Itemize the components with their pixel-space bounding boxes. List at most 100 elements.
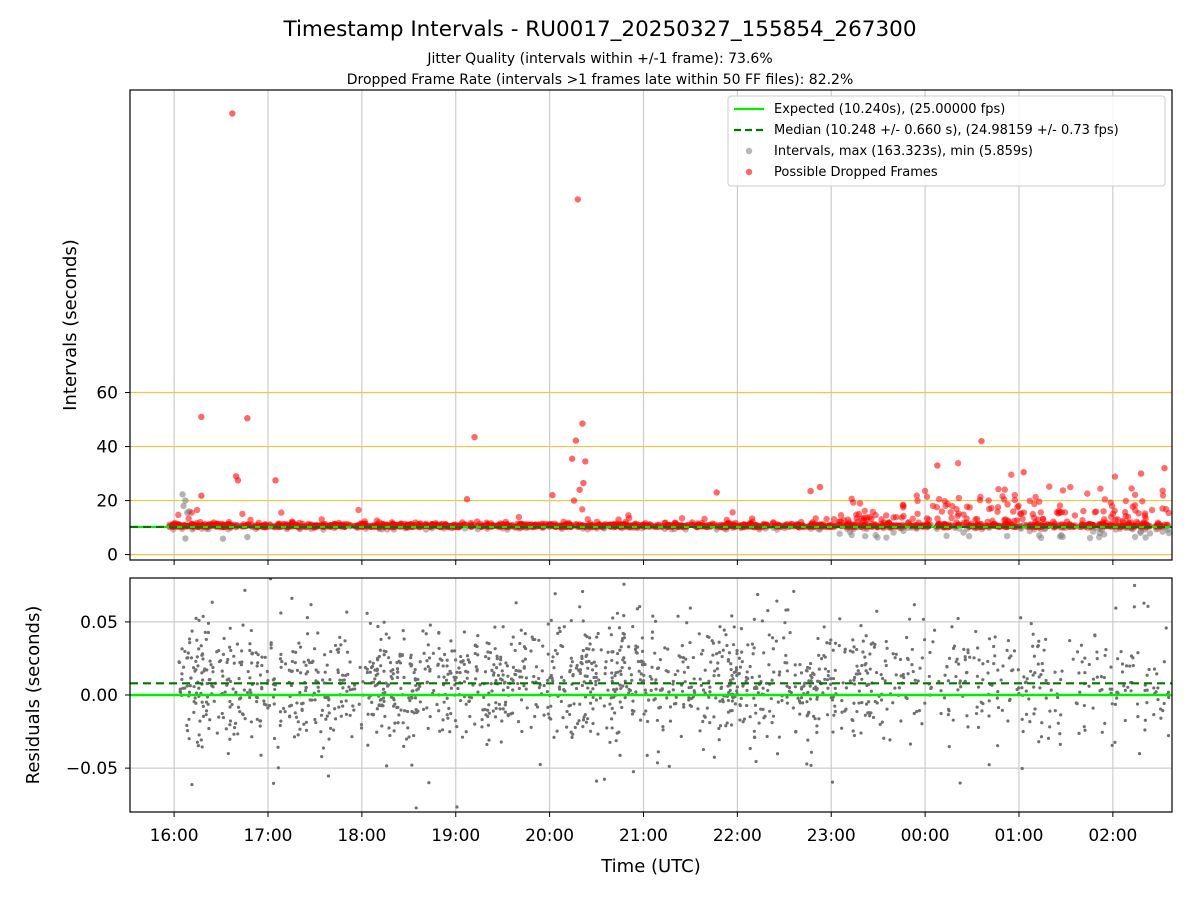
residual-point (1017, 686, 1021, 690)
residual-point (851, 729, 855, 733)
residual-point (996, 744, 1000, 748)
residual-point (616, 670, 620, 674)
residual-point (731, 643, 736, 647)
residual-point (279, 611, 283, 615)
dropped-frame-point (1004, 501, 1011, 508)
residual-point (485, 641, 489, 645)
residual-point (238, 710, 242, 714)
residual-point (489, 682, 493, 686)
interval-point (872, 531, 879, 539)
interval-point (1095, 533, 1103, 541)
residual-point (916, 679, 920, 683)
residual-point (826, 686, 830, 690)
legend-box (727, 95, 1166, 187)
residual-point (1078, 690, 1082, 694)
residual-point (968, 655, 972, 659)
residual-point (725, 643, 729, 648)
residual-point (215, 650, 219, 654)
residual-point (529, 725, 533, 730)
residual-point (473, 644, 477, 648)
interval-point (890, 529, 897, 536)
residual-point (613, 689, 617, 694)
residual-point (523, 632, 527, 636)
residual-point (480, 717, 484, 722)
residual-point (1020, 686, 1024, 690)
residual-point (493, 647, 497, 651)
dropped-frame-point (1107, 499, 1114, 506)
residual-point (375, 658, 380, 662)
residual-point (746, 676, 750, 681)
residual-point (634, 690, 638, 694)
dropped-frame-point (360, 520, 368, 528)
residual-point (366, 712, 370, 716)
residual-point (798, 701, 802, 705)
residual-point (498, 707, 502, 711)
residual-point (894, 652, 898, 656)
residual-point (287, 668, 291, 672)
residual-point (321, 746, 326, 750)
residual-point (235, 642, 240, 646)
residual-point (1156, 698, 1160, 702)
residual-point (631, 770, 636, 774)
residual-point (416, 677, 420, 682)
residual-point (691, 655, 695, 660)
residual-point (666, 670, 670, 674)
dropped-frame-point (1055, 507, 1062, 515)
residual-point (374, 673, 378, 677)
residual-point (671, 688, 675, 692)
residual-point (1036, 662, 1040, 666)
residual-point (500, 669, 504, 673)
dropped-frame-outlier-point (572, 437, 580, 444)
residual-point (724, 724, 728, 728)
dropped-frame-outlier-point (229, 110, 236, 117)
dropped-frame-outlier-point (549, 491, 556, 499)
residual-point (209, 663, 213, 667)
dropped-frame-outlier-point (574, 196, 581, 203)
residual-point (316, 631, 320, 635)
residual-point (891, 652, 895, 656)
dropped-frame-point (823, 515, 830, 523)
residual-point (609, 696, 613, 700)
residual-point (185, 729, 190, 733)
residual-point (546, 652, 550, 656)
residual-point (537, 676, 541, 681)
residual-point (324, 717, 328, 721)
residual-point (501, 673, 505, 677)
residual-point (993, 635, 997, 639)
residual-point (305, 632, 310, 636)
residual-point (241, 713, 245, 717)
residual-point (337, 705, 341, 709)
residual-point (425, 706, 429, 710)
residual-point (859, 731, 863, 735)
residual-point (986, 671, 990, 675)
residual-point (1152, 713, 1156, 717)
residual-point (831, 676, 836, 681)
residual-point (380, 724, 384, 728)
residual-point (708, 690, 712, 694)
residual-point (381, 696, 386, 700)
interval-outlier-point (182, 497, 189, 504)
residual-point (683, 680, 687, 684)
residual-point (1091, 706, 1095, 710)
residual-point (613, 674, 617, 678)
residual-point (867, 714, 872, 718)
residual-point (852, 701, 856, 705)
dropped-frame-point (914, 510, 921, 517)
residual-point (707, 679, 711, 683)
residual-point (793, 663, 797, 667)
residual-point (957, 662, 961, 666)
residual-point (499, 740, 503, 744)
residual-point (828, 641, 832, 645)
residual-point (688, 641, 692, 645)
residual-point (228, 699, 232, 704)
residual-point (494, 701, 498, 705)
residual-point (912, 603, 916, 607)
residual-point (608, 740, 612, 744)
residual-point (1060, 669, 1064, 673)
dropped-frame-outlier-point (807, 487, 814, 495)
dropped-frame-point (1032, 493, 1039, 501)
residual-point (992, 644, 996, 649)
residual-point (815, 724, 819, 728)
residual-point (882, 736, 886, 740)
dropped-frame-outlier-point (576, 486, 583, 493)
